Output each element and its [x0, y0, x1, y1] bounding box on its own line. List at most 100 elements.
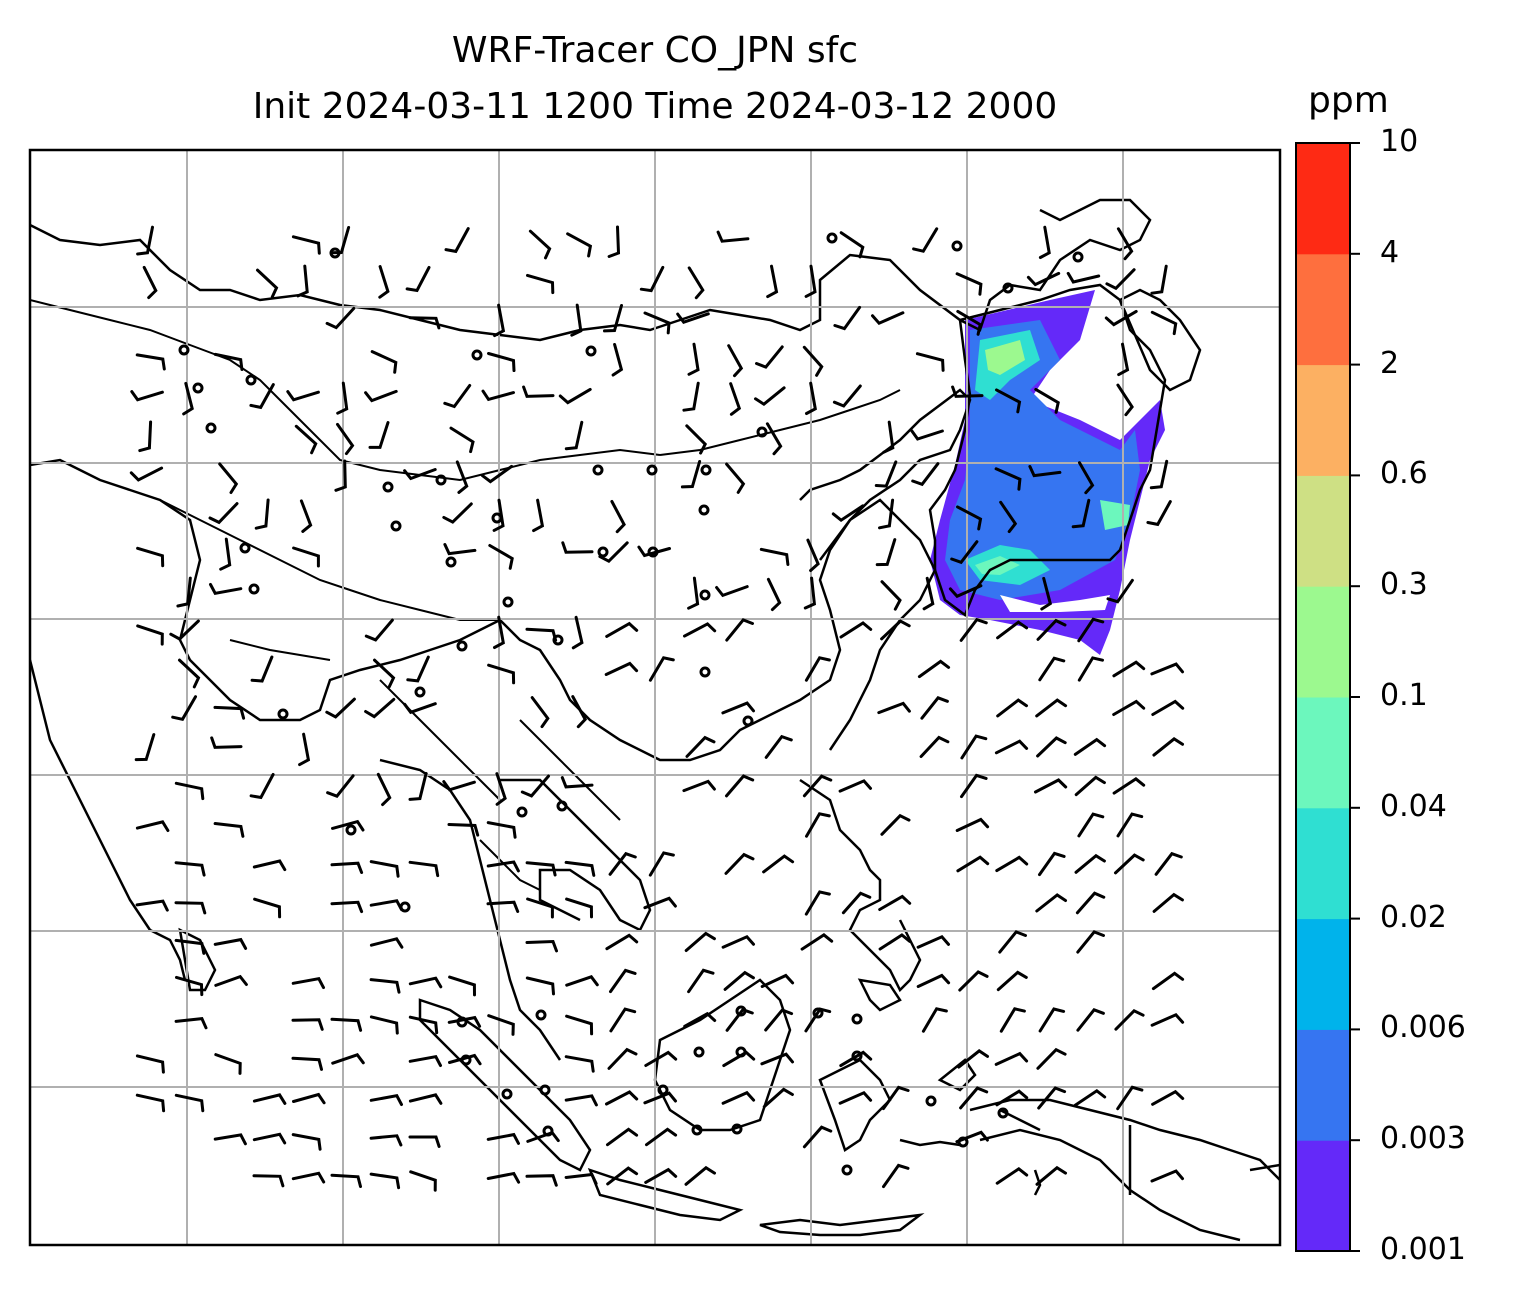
wind-barb [721, 934, 755, 949]
wind-barb [174, 1093, 205, 1113]
wind-barb [525, 1174, 558, 1187]
wind-barb-calm [700, 464, 712, 476]
wind-barb [838, 1090, 873, 1105]
wind-barb [832, 384, 862, 408]
wind-barb [369, 1094, 403, 1106]
wind-barb [919, 735, 950, 758]
wind-barb-calm [248, 583, 260, 595]
wind-barb [608, 851, 637, 876]
wind-barb [522, 385, 555, 398]
wind-barb [405, 266, 431, 293]
colorbar-segment [1296, 253, 1350, 366]
wind-barb [725, 1007, 754, 1032]
wind-barb-calm [277, 708, 289, 720]
wind-barb [871, 311, 905, 326]
wind-barb [408, 860, 440, 878]
wind-barb [135, 820, 170, 832]
wind-barb [565, 897, 593, 919]
wind-barb-calm [925, 1095, 937, 1107]
wind-barb-calm [556, 800, 568, 812]
wind-barb [449, 426, 475, 454]
wind-barb [218, 462, 239, 494]
wind-barb [369, 899, 403, 912]
wind-barb [408, 771, 428, 801]
wind-barb [687, 342, 700, 376]
wind-barb [1151, 699, 1185, 716]
wind-barb [917, 659, 951, 679]
wind-barb [715, 585, 749, 598]
wind-barb [684, 931, 716, 952]
wind-barb [526, 1130, 560, 1143]
wind-barb [683, 622, 717, 638]
wind-barb [213, 352, 244, 371]
wind-barb [369, 860, 400, 878]
wind-barb [955, 272, 983, 296]
wind-barb [956, 505, 983, 531]
wind-barb [956, 309, 982, 336]
wind-barb [330, 1017, 363, 1032]
wind-barb [762, 854, 795, 874]
wind-barb [291, 977, 325, 990]
wind-barb [291, 1018, 324, 1031]
colorbar-segment [1296, 1029, 1350, 1141]
wind-barb [839, 621, 873, 639]
wind-barb [759, 547, 790, 566]
wind-barb [530, 696, 550, 729]
wind-barb [598, 541, 629, 564]
wind-barb [910, 429, 944, 441]
wind-barb [369, 978, 401, 994]
wind-barb [369, 1172, 401, 1190]
wind-barb [725, 618, 754, 642]
wind-barb [1114, 853, 1145, 875]
wind-barb [764, 734, 793, 759]
wind-barb [444, 227, 470, 254]
wind-barb [408, 1093, 443, 1105]
wind-barb-calm [1072, 251, 1084, 263]
wind-barb [487, 352, 516, 372]
wind-barb [564, 1172, 598, 1185]
wind-barb-calm [699, 589, 711, 601]
wind-barb [564, 860, 596, 877]
wind-barb-calm [516, 806, 528, 818]
wind-barb [408, 1015, 439, 1035]
wind-barb-calm [756, 426, 768, 438]
wind-barb [1034, 387, 1060, 414]
wind-barb [564, 420, 584, 451]
wind-barb [368, 421, 390, 449]
wind-barb [920, 696, 949, 720]
wind-barb [570, 303, 583, 337]
wind-barb [959, 617, 988, 642]
wind-barb [951, 385, 984, 398]
wind-barb [1112, 699, 1146, 716]
wind-barb [487, 663, 516, 685]
wind-barb [643, 896, 677, 910]
wind-barb [916, 934, 950, 949]
wind-barb [443, 543, 477, 556]
wind-barb [330, 861, 364, 874]
wind-barb [880, 813, 911, 836]
wind-barb [169, 619, 200, 641]
wind-barb [1117, 342, 1130, 377]
wind-barb [136, 546, 165, 568]
wind-barb [329, 226, 351, 255]
wind-barb [213, 822, 245, 838]
wind-barb [1154, 851, 1183, 876]
wind-barb [1149, 459, 1169, 490]
wind-barb-calm [585, 345, 597, 357]
wind-barb-calm [471, 349, 483, 361]
wind-barb [996, 698, 1028, 718]
wind-barb [644, 1050, 678, 1067]
wind-barb [922, 576, 935, 611]
wind-barb [999, 500, 1018, 534]
wind-barb [299, 499, 313, 533]
wind-barb [604, 661, 639, 676]
wind-barb [805, 812, 831, 838]
wind-barb [1038, 656, 1066, 682]
wind-barb-calm [1002, 282, 1014, 294]
wind-barb [958, 970, 989, 992]
wind-barb [721, 701, 755, 715]
wind-barb [639, 265, 665, 293]
wind-barb [875, 538, 897, 567]
wind-barb [408, 316, 441, 330]
